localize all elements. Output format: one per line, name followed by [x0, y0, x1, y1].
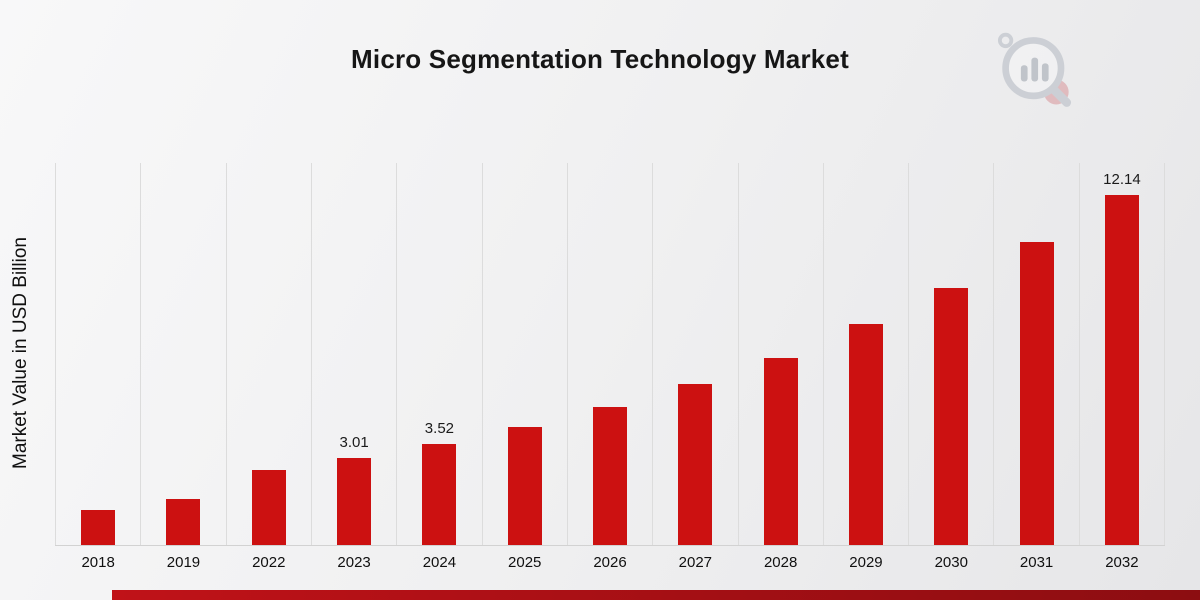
bar-2018: [81, 510, 116, 545]
category-slot: 2026: [566, 163, 652, 571]
x-tick-label: 2018: [81, 554, 115, 571]
x-tick-label: 2030: [934, 554, 968, 571]
bar-2026: [593, 407, 628, 545]
category-slot: 2030: [908, 163, 993, 571]
x-tick-label: 2022: [252, 554, 286, 571]
bar-2032: [1104, 195, 1139, 545]
x-tick-label: 2029: [849, 554, 883, 571]
category-slot: 2027: [652, 163, 737, 571]
bar-2019: [166, 499, 201, 545]
x-tick-label: 2023: [337, 554, 371, 571]
bar-2022: [251, 470, 286, 545]
bar-2028: [763, 358, 798, 545]
x-tick-label: 2024: [422, 554, 457, 571]
category-slot: 2018: [55, 163, 140, 571]
x-tick-label: 2031: [1019, 554, 1054, 571]
x-tick-label: 2026: [593, 554, 627, 571]
bar-chart-magnifier-icon: [997, 32, 1072, 107]
bar-2030: [934, 288, 969, 545]
bar-value-label: 3.52: [424, 420, 455, 437]
category-slot: 2019: [140, 163, 225, 571]
bar-2024: [422, 444, 457, 545]
category-slot: 2022: [225, 163, 311, 571]
category-slot: 2028: [737, 163, 823, 571]
x-tick-label: 2032: [1105, 554, 1139, 571]
x-tick-label: 2028: [763, 554, 798, 571]
bar-value-label: 3.01: [339, 434, 369, 451]
bar-2023: [337, 458, 372, 545]
category-slot: 12.14 2032: [1078, 163, 1166, 571]
x-tick-label: 2019: [166, 554, 201, 571]
bar-2027: [678, 384, 713, 545]
category-slot: 2025: [481, 163, 567, 571]
bar-value-label: 12.14: [1103, 171, 1141, 188]
y-axis-label: Market Value in USD Billion: [10, 237, 31, 469]
bottom-accent-bar: [112, 590, 1200, 600]
category-slot: 2031: [993, 163, 1078, 571]
bar-2031: [1019, 242, 1054, 545]
category-slot: 2029: [822, 163, 908, 571]
brand-logo-icon: [992, 28, 1088, 114]
bar-2025: [507, 427, 542, 545]
plot-area: 2018 2019 2022 3.01 2023 3.52 2024 2025 2026 2027…: [55, 163, 1166, 571]
bar-2029: [848, 324, 883, 545]
chart-title: Micro Segmentation Technology Market: [351, 44, 849, 74]
x-tick-label: 2025: [508, 554, 542, 571]
category-slot: 3.52 2024: [396, 163, 481, 571]
category-slot: 3.01 2023: [310, 163, 396, 571]
x-tick-label: 2027: [678, 554, 713, 571]
